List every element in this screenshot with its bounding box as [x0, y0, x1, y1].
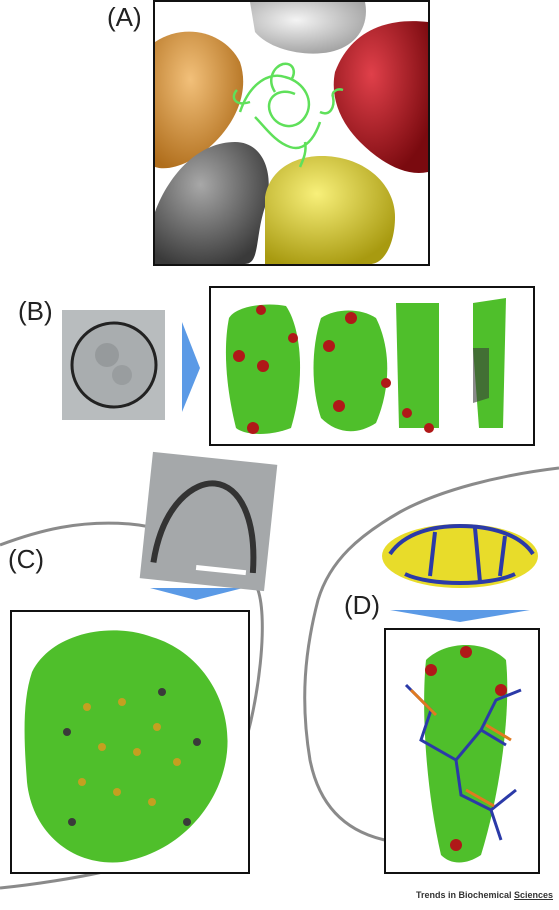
yellow-protein-surface	[265, 156, 395, 264]
panel-d-capsid-model	[384, 628, 540, 874]
capsid-lattice-patch	[24, 630, 228, 863]
red-protein-surface	[333, 21, 428, 173]
blue-density-network	[388, 523, 535, 585]
protein-complex-illustration	[155, 2, 428, 264]
membrane-curve-right	[303, 466, 559, 842]
dark-spots	[63, 688, 201, 826]
arrow-b-icon	[182, 322, 200, 412]
panel-c-label: (C)	[8, 544, 45, 574]
panel-d-density	[375, 514, 545, 594]
panel-c-lattice	[10, 610, 250, 874]
glycoprotein-network	[404, 683, 522, 841]
yellow-density-ellipse	[382, 524, 538, 588]
membrane-bud-arc	[150, 480, 257, 574]
panel-c-tomogram	[139, 451, 278, 592]
hexamer-centers	[78, 698, 181, 806]
capsid-model-4	[473, 298, 506, 428]
footer-prefix: Trends in Biochemical	[415, 890, 514, 900]
panel-a-structure	[153, 0, 430, 266]
capsid-model-2	[313, 310, 391, 432]
arrow-c-icon	[150, 588, 243, 600]
scale-bar	[195, 564, 247, 576]
light-gray-protein-surface	[250, 2, 366, 54]
panel-b-capsid-models	[209, 286, 535, 446]
orange-protein-surface	[155, 31, 244, 169]
cone-capsid	[424, 645, 508, 863]
panel-a-label: (A)	[107, 2, 142, 32]
capsid-model-1	[225, 304, 301, 434]
capsid-tomogram-circle	[70, 321, 158, 409]
dark-gray-protein-surface	[155, 142, 269, 264]
arrow-d-icon	[390, 610, 530, 622]
footer-credit: Trends in Biochemical Sciences	[416, 890, 553, 900]
green-ribbon-protein	[232, 62, 344, 168]
footer-suffix: Sciences	[513, 890, 553, 900]
panel-b-label: (B)	[18, 296, 53, 326]
panel-b-tomogram	[62, 310, 165, 420]
pentamer-red-spots	[425, 646, 507, 851]
panel-d-label: (D)	[344, 590, 381, 620]
capsid-model-3	[396, 303, 439, 433]
